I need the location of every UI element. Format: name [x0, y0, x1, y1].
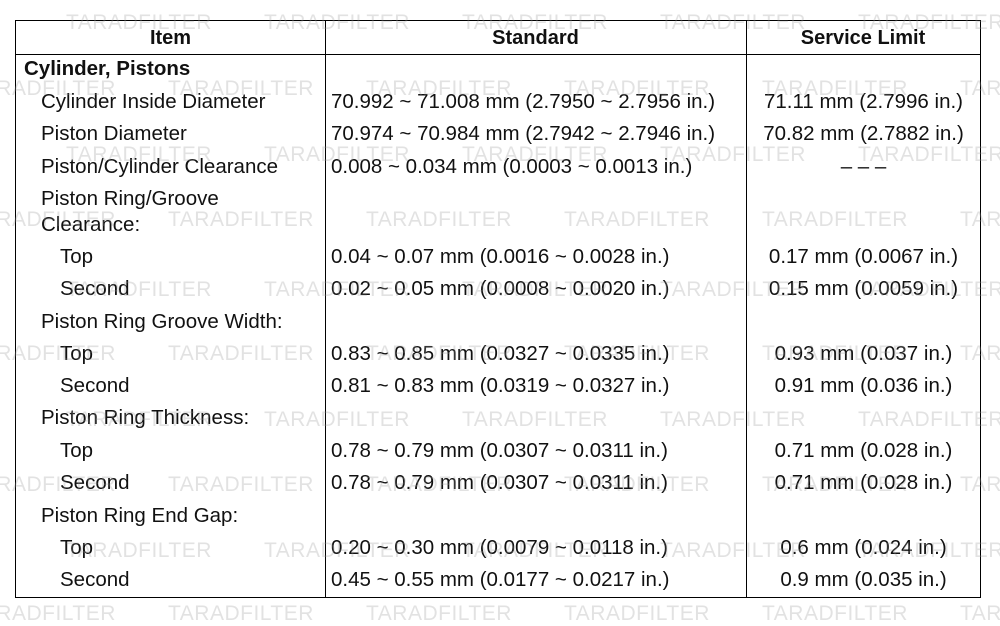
section-title: Cylinder, Pistons — [24, 57, 191, 80]
item-label: Cylinder Inside Diameter — [41, 90, 266, 113]
standard-value: 0.78 ~ 0.79 mm (0.0307 ~ 0.0311 in.) — [331, 471, 668, 494]
standard-value: 0.008 ~ 0.034 mm (0.0003 ~ 0.0013 in.) — [331, 155, 693, 178]
item-label: Second — [60, 568, 130, 591]
item-label: Second — [60, 277, 130, 300]
standard-value: 0.04 ~ 0.07 mm (0.0016 ~ 0.0028 in.) — [331, 245, 670, 268]
standard-value: 0.02 ~ 0.05 mm (0.0008 ~ 0.0020 in.) — [331, 277, 670, 300]
item-label: Piston Ring End Gap: — [41, 504, 239, 527]
spec-table: Item Standard Service Limit Cylinder, Pi… — [15, 20, 981, 598]
service-limit-value: – – – — [840, 155, 887, 178]
standard-value: 70.974 ~ 70.984 mm (2.7942 ~ 2.7946 in.) — [331, 122, 716, 145]
service-limit-value: 0.71 mm (0.028 in.) — [774, 471, 953, 494]
header-item: Item — [149, 27, 192, 49]
service-limit-value: 71.11 mm (2.7996 in.) — [763, 90, 964, 113]
standard-value: 70.992 ~ 71.008 mm (2.7950 ~ 2.7956 in.) — [331, 90, 716, 113]
item-label: Piston Ring/Groove Clearance: — [41, 187, 219, 236]
column-divider — [746, 21, 747, 597]
watermark: TARADFILTER — [564, 602, 710, 625]
item-label: Top — [60, 245, 94, 268]
table-row: Piston Ring/Groove Clearance: — [16, 186, 980, 240]
service-limit-value: 0.17 mm (0.0067 in.) — [768, 245, 959, 268]
item-label: Second — [60, 374, 130, 397]
service-limit-value: 0.71 mm (0.028 in.) — [774, 439, 953, 462]
service-limit-value: 70.82 mm (2.7882 in.) — [763, 122, 964, 145]
service-limit-value: 0.6 mm (0.024 in.) — [780, 536, 947, 559]
standard-value: 0.81 ~ 0.83 mm (0.0319 ~ 0.0327 in.) — [331, 374, 670, 397]
service-limit-value: 0.9 mm (0.035 in.) — [780, 568, 947, 591]
header-divider — [16, 54, 980, 55]
item-label: Piston Ring Groove Width: — [41, 310, 283, 333]
standard-value: 0.83 ~ 0.85 mm (0.0327 ~ 0.0335 in.) — [331, 342, 670, 365]
standard-value: 0.45 ~ 0.55 mm (0.0177 ~ 0.0217 in.) — [331, 568, 670, 591]
header-standard: Standard — [492, 27, 579, 49]
item-label: Top — [60, 536, 94, 559]
item-label: Top — [60, 342, 94, 365]
item-label: Piston Diameter — [41, 122, 187, 145]
column-divider — [325, 21, 326, 597]
item-label: Piston/Cylinder Clearance — [41, 155, 279, 178]
watermark: TARADFILTER — [366, 602, 512, 625]
item-label: Second — [60, 471, 130, 494]
watermark: TARADFILTER — [168, 602, 314, 625]
service-limit-value: 0.91 mm (0.036 in.) — [774, 374, 953, 397]
standard-value: 0.20 ~ 0.30 mm (0.0079 ~ 0.0118 in.) — [331, 536, 668, 559]
item-label: Piston Ring Thickness: — [41, 406, 250, 429]
service-limit-value: 0.15 mm (0.0059 in.) — [768, 277, 959, 300]
service-limit-value: 0.93 mm (0.037 in.) — [774, 342, 953, 365]
watermark: TARADFILTER — [0, 602, 116, 625]
header-service-limit: Service Limit — [800, 27, 926, 49]
watermark: TARADFILTER — [762, 602, 908, 625]
item-label: Top — [60, 439, 94, 462]
standard-value: 0.78 ~ 0.79 mm (0.0307 ~ 0.0311 in.) — [331, 439, 668, 462]
watermark: TARADFILTER — [960, 602, 1000, 625]
